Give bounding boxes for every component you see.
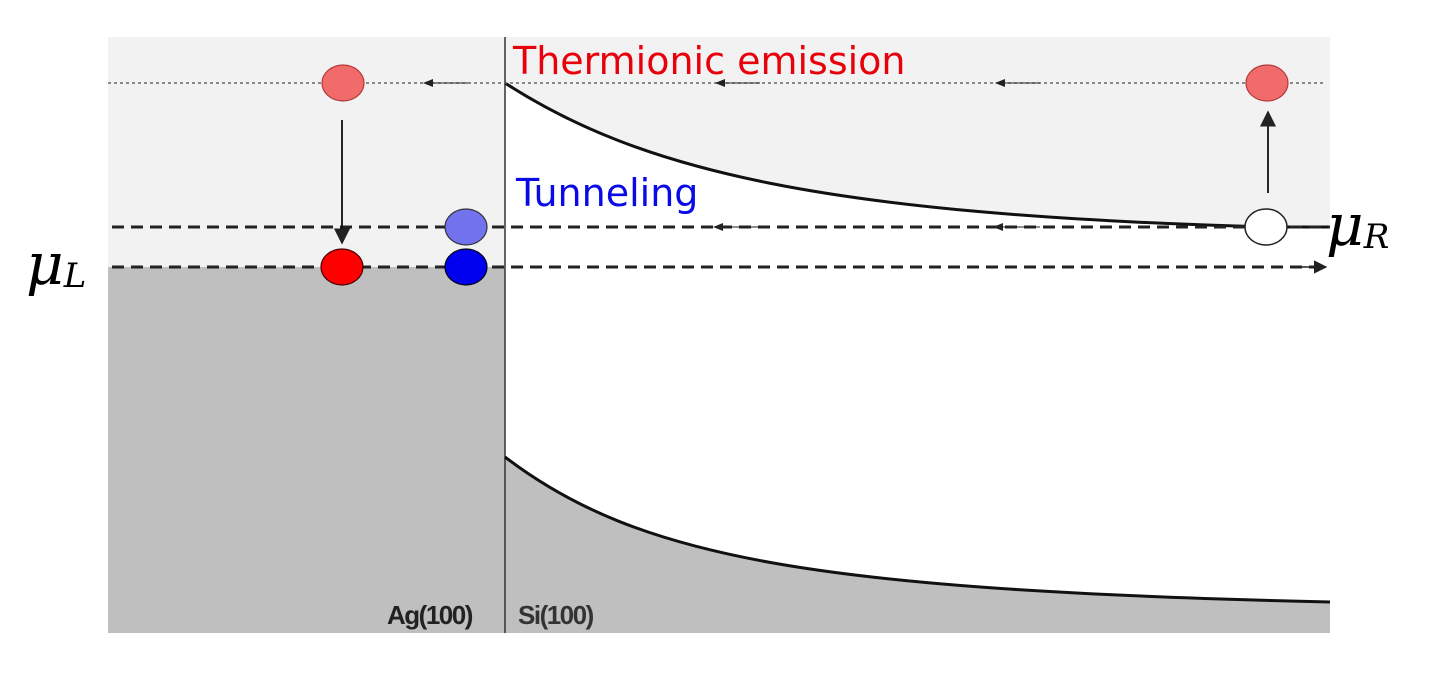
thermionic-emission-label: Thermionic emission [512,39,906,83]
mu-right-label: μR [1326,191,1389,259]
mu-left-label: μL [26,230,86,298]
tunneling-electron-lower [444,248,488,286]
valence-band-edge [504,455,1331,604]
valence-band-region [505,457,1330,633]
mu-left-subscript: L [63,256,87,296]
mu-left-symbol: μ [26,230,64,298]
thermionic-electron-right [1245,64,1289,102]
conduction-band-edge [504,81,1330,229]
electron-mu-left-red [320,248,364,286]
thermionic-electron-left [321,64,365,102]
tunneling-electron-upper [444,208,488,246]
mu-right-symbol: μ [1326,191,1364,259]
semiconductor-gap-region [505,267,1330,457]
conduction-band-gap-region [505,83,1330,267]
semiconductor-label: Si(100) [518,600,594,630]
mu-right-subscript: R [1363,217,1390,257]
metal-label: Ag(100) [387,600,473,630]
tunneling-label: Tunneling [515,171,698,215]
metal-filled-states [108,267,505,633]
hole-mu-right [1244,208,1288,246]
